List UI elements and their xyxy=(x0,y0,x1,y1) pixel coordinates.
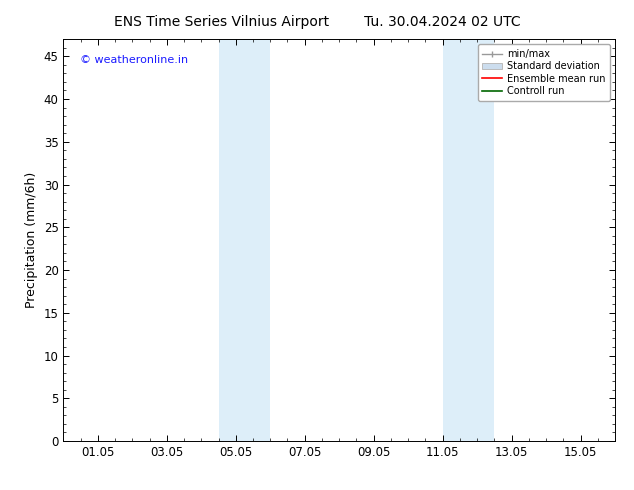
Bar xyxy=(443,39,495,441)
Text: © weatheronline.in: © weatheronline.in xyxy=(80,55,188,65)
Text: ENS Time Series Vilnius Airport        Tu. 30.04.2024 02 UTC: ENS Time Series Vilnius Airport Tu. 30.0… xyxy=(113,15,521,29)
Y-axis label: Precipitation (mm/6h): Precipitation (mm/6h) xyxy=(25,172,38,308)
Legend: min/max, Standard deviation, Ensemble mean run, Controll run: min/max, Standard deviation, Ensemble me… xyxy=(477,44,610,101)
Bar xyxy=(219,39,270,441)
